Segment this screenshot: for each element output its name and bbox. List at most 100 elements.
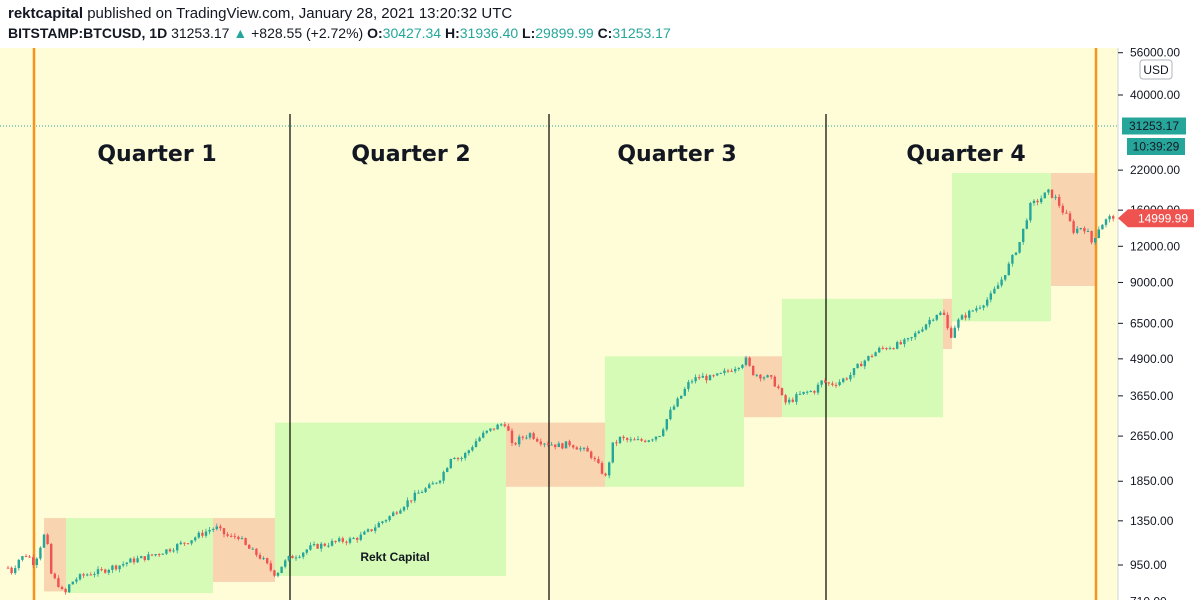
candle-body: [406, 500, 409, 507]
author-name[interactable]: rektcapital: [8, 5, 84, 22]
candle-body: [964, 315, 967, 318]
candle: [150, 554, 154, 557]
candle-body: [392, 512, 395, 517]
price-tick-label: 6500.00: [1130, 316, 1174, 330]
candle-body: [528, 433, 532, 438]
candle: [89, 572, 92, 576]
candle-body: [352, 538, 355, 540]
candle-body: [1090, 231, 1093, 243]
candle: [341, 536, 344, 544]
candle-body: [190, 540, 193, 544]
candle-body: [932, 319, 935, 321]
candle-body: [888, 348, 892, 350]
candle-body: [680, 395, 683, 399]
candle: [1104, 218, 1108, 228]
candle: [1018, 241, 1021, 254]
price-tick-label: 1350.00: [1130, 514, 1174, 528]
candle: [482, 430, 485, 439]
candle-body: [842, 378, 845, 382]
candle: [572, 444, 575, 449]
open-value: 30427.34: [382, 25, 442, 41]
candle: [474, 438, 478, 448]
candle: [104, 568, 107, 574]
candle: [384, 519, 388, 524]
candle-body: [1029, 203, 1032, 221]
candle-body: [586, 447, 589, 452]
candle: [597, 456, 600, 464]
candle-body: [1007, 263, 1010, 276]
price-axis[interactable]: 56000.0040000.0022000.0016000.0012000.00…: [1117, 48, 1200, 600]
candle: [838, 379, 841, 387]
candle-body: [284, 560, 287, 567]
candle-body: [165, 549, 168, 554]
last-price-tag-box: [1122, 117, 1186, 135]
candle: [111, 564, 114, 574]
candle: [42, 533, 46, 549]
candle: [392, 510, 395, 517]
last-price-tag-text: 31253.17: [1129, 119, 1179, 133]
candle-body: [597, 459, 600, 464]
candle-body: [356, 538, 359, 540]
candle-body: [183, 542, 186, 544]
symbol-label[interactable]: BITSTAMP:BTCUSD, 1D: [8, 25, 168, 41]
chart-header: rektcapital published on TradingView.com…: [8, 0, 1193, 48]
candle-body: [838, 381, 841, 386]
candle: [28, 555, 31, 558]
candle: [471, 445, 474, 452]
ohlc-legend: BITSTAMP:BTCUSD, 1D 31253.17 ▲ +828.55 (…: [8, 25, 671, 41]
candle-body: [338, 538, 341, 542]
candle-body: [208, 529, 211, 532]
currency-badge[interactable]: USD: [1139, 59, 1173, 80]
candle: [446, 466, 449, 473]
candle-body: [798, 393, 802, 395]
candle: [726, 368, 730, 374]
candle-body: [546, 443, 550, 445]
currency-label: USD: [1143, 63, 1169, 77]
candle: [6, 565, 10, 569]
candle-body: [230, 535, 233, 537]
candle-body: [550, 444, 553, 446]
candle: [428, 482, 431, 489]
candle-body: [802, 391, 805, 394]
candle-body: [64, 589, 67, 593]
candle: [1011, 254, 1014, 267]
candle: [46, 533, 49, 545]
candle-body: [107, 569, 110, 573]
candle-body: [910, 337, 913, 339]
candle: [550, 441, 553, 446]
candle: [255, 548, 258, 558]
candle-body: [683, 388, 686, 396]
candle-body: [690, 381, 694, 383]
candle-body: [435, 482, 438, 484]
candle: [298, 555, 301, 559]
candle-body: [24, 556, 28, 558]
candle: [723, 368, 726, 376]
candle-body: [604, 473, 607, 476]
candle: [608, 461, 611, 479]
candle: [194, 536, 197, 543]
candle: [129, 557, 132, 563]
candle-body: [860, 363, 863, 367]
candle-body: [262, 558, 265, 560]
candle: [680, 395, 683, 399]
candle-body: [795, 394, 798, 402]
candle-body: [719, 372, 722, 374]
candle-body: [226, 534, 229, 536]
candle-body: [1000, 279, 1003, 286]
btc-chart[interactable]: Quarter 1 Quarter 2 Quarter 3 Quarter 4 …: [0, 48, 1200, 600]
candle: [356, 536, 359, 543]
candle-body: [662, 429, 665, 436]
candle: [1101, 224, 1104, 230]
candle-body: [370, 529, 373, 531]
candle: [334, 540, 337, 544]
candle: [777, 384, 780, 390]
candle: [1068, 211, 1072, 222]
candle-body: [1043, 192, 1046, 199]
candle: [687, 379, 690, 392]
candle: [460, 456, 463, 462]
candle: [381, 520, 384, 525]
price-tick-label: 56000.00: [1130, 48, 1180, 60]
candle: [410, 500, 413, 504]
candle: [327, 542, 330, 548]
candle: [950, 326, 953, 339]
